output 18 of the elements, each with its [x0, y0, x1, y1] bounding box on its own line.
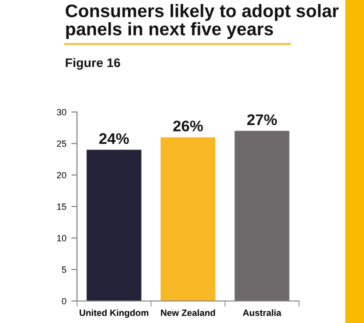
x-tick-label: New Zealand	[161, 309, 215, 316]
y-tick-label: 20	[56, 172, 66, 178]
bar	[234, 130, 290, 301]
data-label: 26%	[173, 120, 203, 132]
bar	[160, 137, 216, 301]
y-tick-label: 5	[62, 266, 66, 273]
x-tick-label: Australia	[242, 309, 282, 316]
data-label: 24%	[99, 133, 129, 144]
bar	[86, 150, 142, 301]
y-tick-label: 10	[57, 234, 66, 242]
y-tick-label: 0	[62, 298, 66, 304]
y-tick-label: 15	[57, 204, 66, 210]
x-tick-label: United Kingdom	[80, 309, 148, 318]
chart-title: Consumers likely to adopt solar panels in next five years	[66, 4, 339, 39]
y-tick-label: 30	[56, 108, 66, 116]
y-tick-label: 25	[56, 140, 66, 147]
chart-subtitle: Figure 16	[66, 58, 120, 70]
data-label: 27%	[247, 114, 277, 126]
